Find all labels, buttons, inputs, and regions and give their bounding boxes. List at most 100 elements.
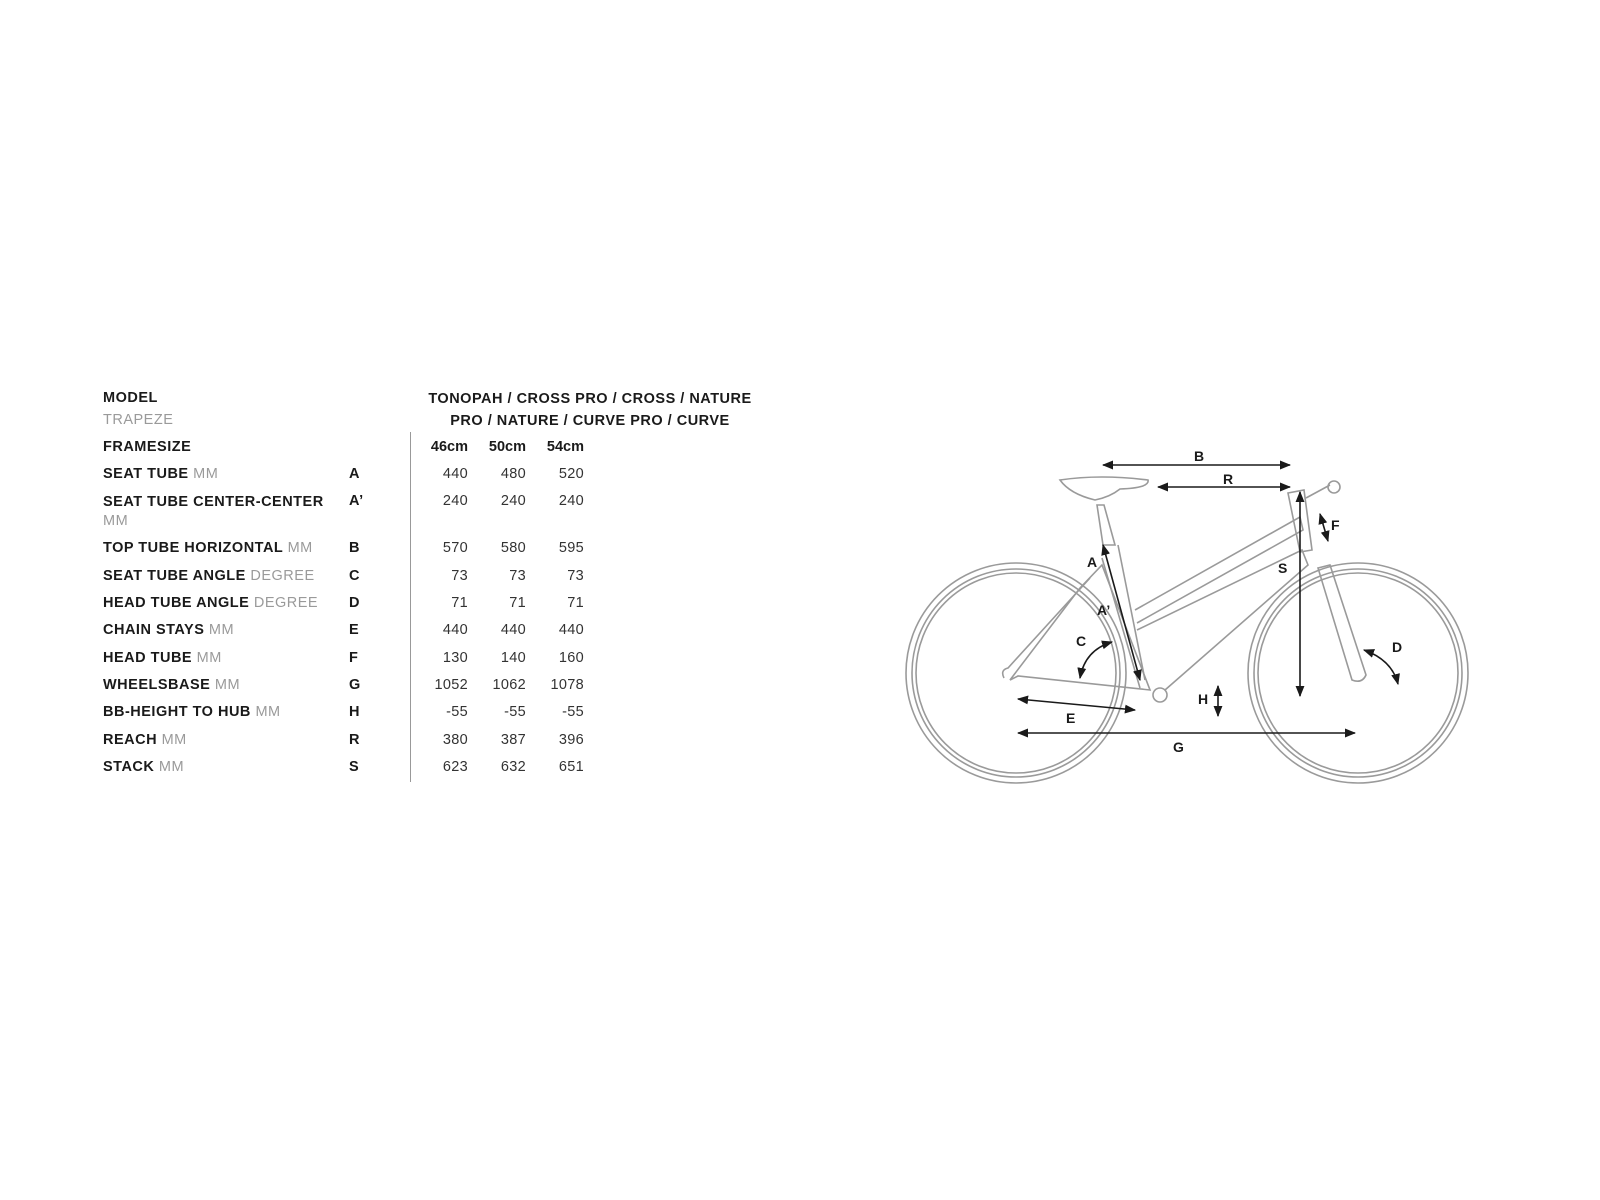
row-value: 240	[442, 493, 468, 509]
saddle	[1058, 476, 1149, 501]
models-line-2: PRO / NATURE / CURVE PRO / CURVE	[450, 413, 730, 429]
row-unit: MM	[193, 466, 219, 482]
row-value: 480	[500, 466, 526, 482]
row-label: STACK MM	[103, 759, 184, 775]
bottom-bracket	[1152, 687, 1168, 703]
row-label: HEAD TUBE ANGLE DEGREE	[103, 595, 318, 611]
row-value: 71	[451, 595, 468, 611]
size-header: 50cm	[488, 439, 526, 455]
label-r: R	[1223, 471, 1233, 487]
model-label: MODEL	[103, 390, 158, 406]
row-name: HEAD TUBE ANGLE	[103, 595, 250, 611]
row-value: 440	[442, 622, 468, 638]
row-value: 73	[567, 568, 584, 584]
row-label: SEAT TUBE CENTER-CENTER MM	[103, 493, 324, 531]
row-label: HEAD TUBE MM	[103, 650, 222, 666]
row-value: 140	[500, 650, 526, 666]
label-h: H	[1198, 691, 1208, 707]
model-sub: TRAPEZE	[103, 412, 174, 428]
models-line-1: TONOPAH / CROSS PRO / CROSS / NATURE	[428, 391, 752, 407]
bike-frame	[905, 476, 1469, 784]
row-code: B	[349, 540, 360, 556]
row-unit: MM	[287, 540, 313, 556]
row-unit: MM	[158, 759, 185, 775]
row-unit: MM	[255, 704, 281, 720]
row-value: 160	[558, 650, 584, 666]
down-tube	[1136, 548, 1309, 691]
row-value: 440	[558, 622, 584, 638]
column-divider	[410, 432, 411, 782]
row-value: 387	[500, 732, 526, 748]
label-a-prime: A’	[1097, 602, 1110, 618]
row-value: -55	[446, 704, 468, 720]
model-names: TONOPAH / CROSS PRO / CROSS / NATURE PRO…	[400, 388, 780, 432]
row-name: SEAT TUBE CENTER-CENTER	[103, 494, 324, 510]
row-value: 240	[558, 493, 584, 509]
row-unit: MM	[161, 732, 187, 748]
fork	[1316, 564, 1367, 682]
row-unit: MM	[214, 677, 241, 693]
row-label: WHEELSBASE MM	[103, 677, 240, 693]
row-value: 240	[500, 493, 526, 509]
handlebar	[1327, 480, 1341, 494]
row-name: TOP TUBE HORIZONTAL	[103, 540, 284, 556]
row-code: H	[349, 704, 360, 720]
framesize-label: FRAMESIZE	[103, 439, 192, 455]
row-value: 1062	[492, 677, 526, 693]
row-value: 130	[442, 650, 468, 666]
row-code: D	[349, 595, 360, 611]
row-label: TOP TUBE HORIZONTAL MM	[103, 540, 313, 556]
row-name: CHAIN STAYS	[103, 622, 205, 638]
row-code: C	[349, 568, 360, 584]
row-value: -55	[504, 704, 526, 720]
row-name: HEAD TUBE	[103, 650, 193, 666]
row-value: 632	[500, 759, 526, 775]
label-c: C	[1076, 633, 1086, 649]
row-unit: DEGREE	[250, 568, 315, 584]
row-value: 380	[442, 732, 468, 748]
row-value: 396	[558, 732, 584, 748]
row-unit: MM	[208, 622, 235, 638]
row-name: SEAT TUBE ANGLE	[103, 568, 246, 584]
row-name: STACK	[103, 759, 155, 775]
row-value: 580	[500, 540, 526, 556]
row-code: R	[349, 732, 360, 748]
row-name: BB-HEIGHT TO HUB	[103, 704, 251, 720]
label-e: E	[1066, 710, 1075, 726]
dimension-arrows	[1016, 460, 1400, 738]
row-name: WHEELSBASE	[103, 677, 211, 693]
row-label: BB-HEIGHT TO HUB MM	[103, 704, 281, 720]
row-label: CHAIN STAYS MM	[103, 622, 234, 638]
arrow-d	[1362, 649, 1400, 686]
row-name: SEAT TUBE	[103, 466, 189, 482]
row-value: 1052	[434, 677, 468, 693]
arrow-e	[1016, 695, 1137, 714]
row-value: 623	[442, 759, 468, 775]
label-s: S	[1278, 560, 1287, 576]
row-code: A	[349, 466, 360, 482]
row-value: 71	[509, 595, 526, 611]
row-value: 440	[500, 622, 526, 638]
row-code: F	[349, 650, 359, 666]
row-value: 520	[558, 466, 584, 482]
size-header: 54cm	[546, 439, 584, 455]
row-value: 73	[509, 568, 526, 584]
row-value: 1078	[550, 677, 584, 693]
row-label: SEAT TUBE MM	[103, 466, 218, 482]
row-label: REACH MM	[103, 732, 187, 748]
size-header: 46cm	[430, 439, 468, 455]
row-label: SEAT TUBE ANGLE DEGREE	[103, 568, 315, 584]
label-b: B	[1194, 448, 1204, 464]
row-unit: DEGREE	[253, 595, 319, 611]
arrow-a	[1101, 543, 1142, 682]
arrow-c	[1077, 640, 1114, 680]
row-value: 570	[442, 540, 468, 556]
row-value: 73	[451, 568, 468, 584]
row-value: 651	[558, 759, 584, 775]
row-code: S	[349, 759, 360, 775]
row-unit: MM	[196, 650, 222, 666]
row-code: E	[349, 622, 360, 638]
front-wheel-inner	[1253, 568, 1463, 778]
arrow-f	[1318, 512, 1330, 543]
